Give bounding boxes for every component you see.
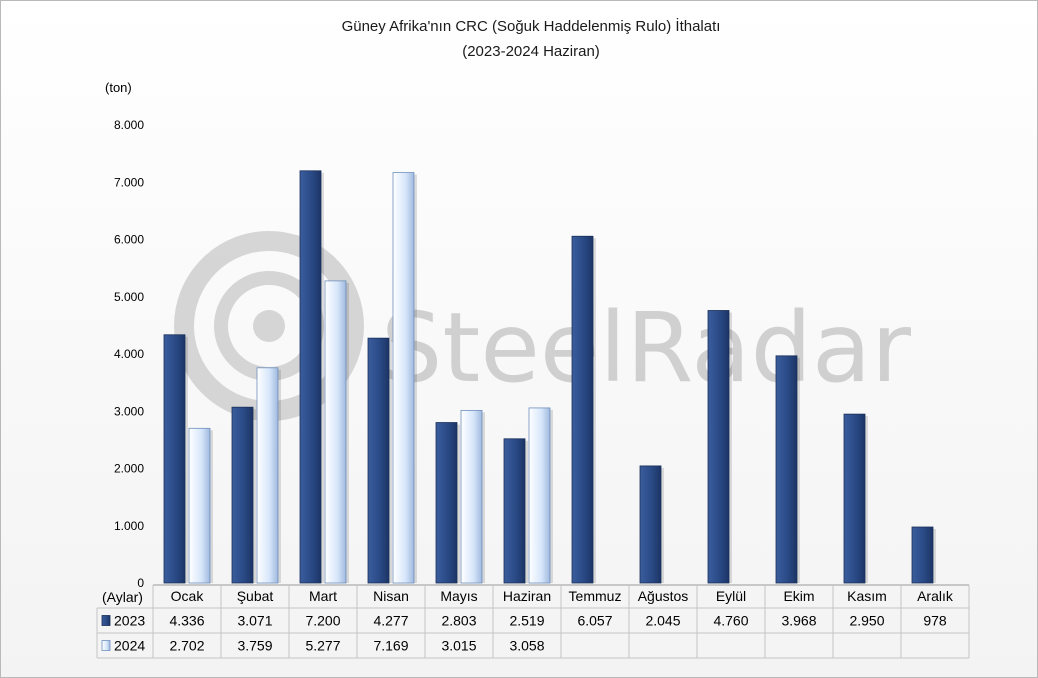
chart-subtitle: (2023-2024 Haziran)	[462, 43, 600, 60]
data-label: 5.277	[305, 638, 340, 654]
data-label: 7.200	[305, 613, 340, 629]
data-label: 978	[923, 613, 947, 629]
data-label: 4.336	[169, 613, 204, 629]
y-tick-label: 8.000	[114, 118, 144, 132]
bar-2023-Ocak	[163, 334, 186, 584]
chart-title: Güney Afrika'nın CRC (Soğuk Haddelenmiş …	[342, 17, 721, 35]
bars	[163, 170, 936, 584]
y-tick-label: 0	[137, 576, 144, 590]
legend-label: 2024	[114, 638, 145, 654]
category-label: Haziran	[503, 588, 551, 604]
bar-2023-Temmuz	[571, 235, 594, 584]
y-tick-label: 2.000	[114, 462, 144, 476]
data-label: 7.169	[373, 638, 408, 654]
bar-2024-Ocak	[188, 427, 211, 584]
legend-key-2023	[101, 615, 111, 626]
y-tick-label: 5.000	[114, 290, 144, 304]
legend-label: 2023	[114, 613, 145, 629]
bar-2024-Şubat	[256, 367, 279, 584]
category-label: Aralık	[917, 588, 954, 604]
data-table: (Aylar) Ocak Şubat Mart Nisan Mayıs Haziran Tem…	[96, 584, 970, 659]
bar-2023-Ekim	[775, 355, 798, 584]
bar-2023-Kasım	[843, 413, 866, 584]
data-label: 3.058	[509, 638, 544, 654]
y-axis: 0 1.000 2.000 3.000 4.000 5.000 6.000 7.000 8.00…	[114, 118, 144, 590]
y-tick-label: 1.000	[114, 519, 144, 533]
data-label: 3.015	[441, 638, 476, 654]
data-label: 3.071	[237, 613, 272, 629]
data-label: 6.057	[577, 613, 612, 629]
data-label: 3.759	[237, 638, 272, 654]
bar-2024-Mayıs	[460, 409, 483, 584]
category-label: Nisan	[373, 588, 409, 604]
bar-2023-Aralık	[911, 526, 934, 584]
category-label: Ağustos	[638, 588, 689, 604]
legend-key-2024	[101, 640, 111, 651]
bar-2023-Nisan	[367, 337, 390, 584]
watermark-dot	[253, 310, 285, 342]
bar-2023-Haziran	[503, 438, 526, 584]
category-label: Ekim	[783, 588, 814, 604]
bar-2023-Mart	[299, 170, 322, 584]
bar-2024-Mart	[324, 280, 347, 584]
watermark: SteelRadar	[174, 231, 912, 421]
y-axis-unit: (ton)	[105, 80, 132, 95]
data-label: 2.519	[509, 613, 544, 629]
x-axis-label: (Aylar)	[102, 589, 143, 605]
bar-2023-Şubat	[231, 406, 254, 584]
data-label: 2.803	[441, 613, 476, 629]
data-label: 2.702	[169, 638, 204, 654]
data-label: 3.968	[781, 613, 816, 629]
category-label: Kasım	[847, 588, 887, 604]
y-tick-label: 3.000	[114, 404, 144, 418]
watermark-text: SteelRadar	[381, 292, 912, 404]
bar-2024-Haziran	[528, 407, 551, 584]
category-label: Şubat	[237, 588, 274, 604]
data-label: 2.950	[849, 613, 884, 629]
bar-2023-Ağustos	[639, 465, 662, 584]
bar-2024-Nisan	[392, 172, 415, 584]
y-tick-label: 4.000	[114, 347, 144, 361]
bar-2023-Eylül	[707, 310, 730, 584]
category-label: Temmuz	[569, 588, 622, 604]
y-tick-label: 6.000	[114, 233, 144, 247]
data-label: 4.277	[373, 613, 408, 629]
category-label: Eylül	[716, 588, 746, 604]
category-label: Ocak	[171, 588, 205, 604]
category-label: Mayıs	[440, 588, 477, 604]
bar-2023-Mayıs	[435, 422, 458, 584]
data-label: 2.045	[645, 613, 680, 629]
category-label: Mart	[309, 588, 337, 604]
y-tick-label: 7.000	[114, 175, 144, 189]
data-label: 4.760	[713, 613, 748, 629]
